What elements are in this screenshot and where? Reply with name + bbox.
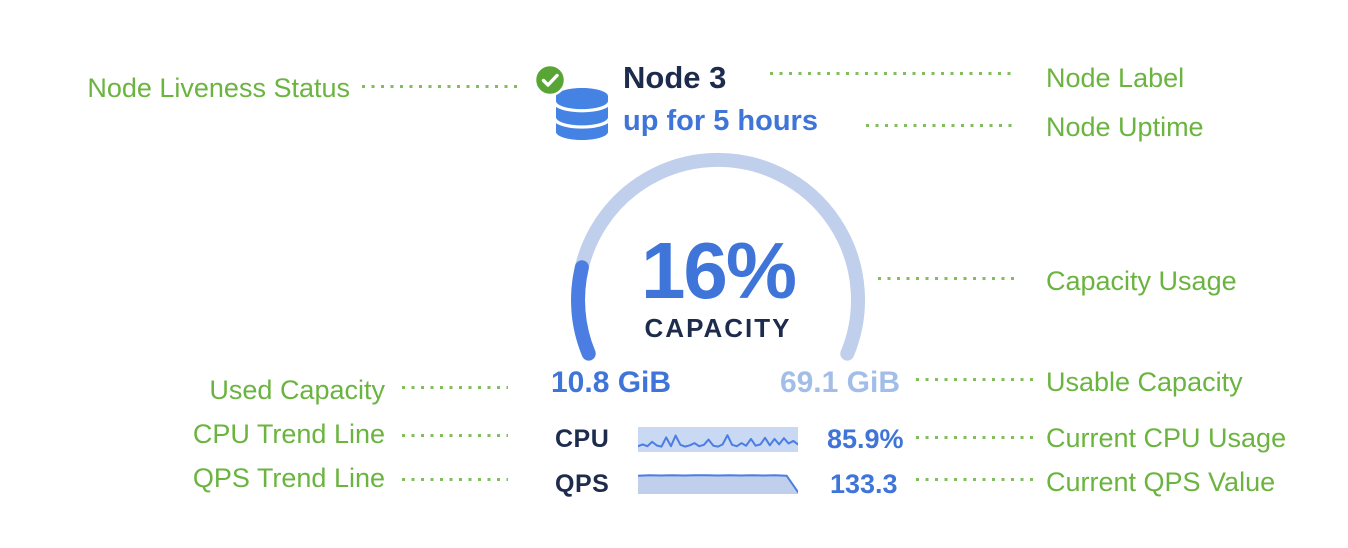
cpu-sparkline — [638, 427, 798, 452]
annotation-usable-capacity: Usable Capacity — [1046, 367, 1243, 397]
dotted-leader-used-capacity — [402, 386, 508, 389]
annotation-node-uptime: Node Uptime — [1046, 112, 1204, 142]
capacity-gauge — [571, 152, 865, 361]
cpu-label: CPU — [555, 425, 610, 453]
annotation-qps-trend-line: QPS Trend Line — [192, 463, 385, 493]
annotation-capacity-usage: Capacity Usage — [1046, 266, 1237, 296]
gauge-fill-arc — [571, 260, 596, 361]
dotted-leader-node-label — [770, 72, 1013, 75]
capacity-word: CAPACITY — [644, 313, 792, 343]
cpu-value: 85.9% — [827, 424, 904, 454]
usable-capacity-value: 69.1 GiB — [779, 366, 900, 399]
used-capacity-value: 10.8 GiB — [551, 366, 672, 399]
dotted-leader-current-cpu — [916, 436, 1035, 439]
node-title: Node 3 — [623, 60, 727, 95]
annotation-node-liveness-status: Node Liveness Status — [87, 73, 350, 103]
annotation-current-qps-value: Current QPS Value — [1046, 467, 1276, 497]
node-uptime-text: up for 5 hours — [623, 105, 818, 137]
dotted-leader-capacity-usage — [878, 277, 1020, 280]
annotation-current-cpu-usage: Current CPU Usage — [1046, 423, 1287, 453]
qps-sparkline — [638, 471, 798, 494]
liveness-check-icon — [533, 63, 567, 97]
dotted-leader-node-liveness — [362, 85, 518, 88]
dotted-leader-qps-trend — [402, 478, 508, 481]
capacity-percent: 16% — [640, 226, 797, 315]
dotted-leader-node-uptime — [866, 124, 1013, 127]
annotation-used-capacity: Used Capacity — [209, 375, 385, 405]
database-icon — [556, 88, 608, 140]
dotted-leader-usable-capacity — [916, 378, 1035, 381]
dotted-leader-current-qps — [916, 478, 1035, 481]
qps-label: QPS — [555, 470, 610, 498]
dotted-leader-cpu-trend — [402, 434, 508, 437]
annotation-cpu-trend-line: CPU Trend Line — [192, 419, 385, 449]
annotation-node-label: Node Label — [1046, 63, 1185, 93]
qps-value: 133.3 — [830, 469, 898, 499]
